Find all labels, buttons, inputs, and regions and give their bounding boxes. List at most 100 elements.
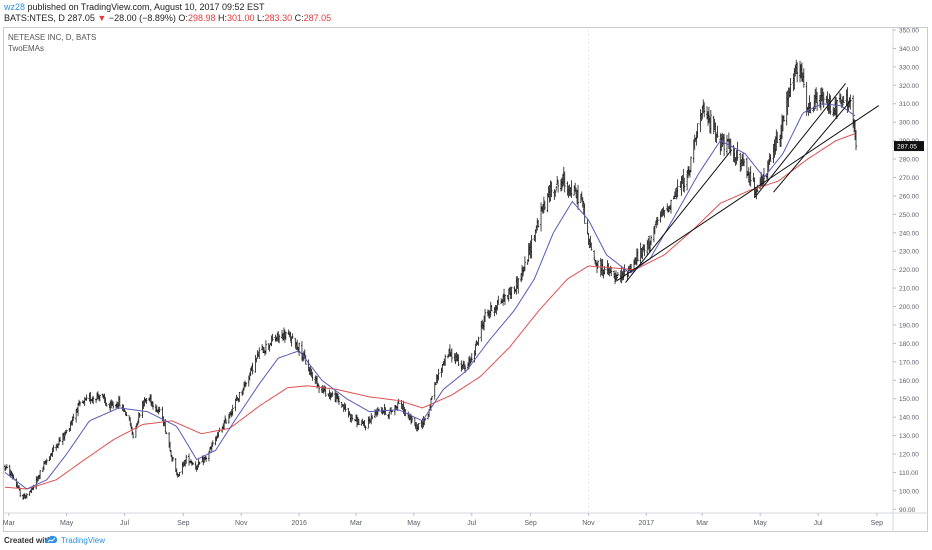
ohlc-bar [64,430,67,436]
ohlc-bar [198,461,201,465]
high-label: H: [217,13,227,23]
ohlc-bar [125,412,128,417]
ohlc-bar [5,464,8,469]
ohlc-bar [284,331,287,340]
ohlc-bar [616,271,619,277]
ohlc-bar [593,250,596,261]
down-arrow-icon: ▼ [97,13,107,23]
ohlc-bar [577,184,580,210]
y-tick-label: 260.00 [899,193,919,200]
y-tick-label: 320.00 [899,83,919,90]
trendline[interactable] [625,149,733,283]
trendline[interactable] [616,105,880,282]
ohlc-bar [45,458,48,465]
chart-legend: NETEASE INC, D, BATS TwoEMAs [8,32,96,54]
ohlc-bar [696,123,699,139]
ohlc-bar [450,348,453,363]
y-tick-label: 120.00 [899,452,919,459]
ohlc-bar [543,200,546,210]
ohlc-bar [271,333,274,342]
ohlc-bar [689,156,692,173]
ohlc-bar [590,242,593,251]
ohlc-bar [388,411,391,420]
ohlc-bar [522,266,524,277]
tradingview-brand[interactable]: TradingView [61,536,106,545]
ohlc-bar [816,91,819,111]
x-tick-label: Nov [235,520,248,527]
ohlc-bar [776,131,779,143]
ohlc-bar [683,177,686,193]
x-tick-label: Mar [350,520,363,527]
ohlc-bar [411,415,413,423]
ohlc-bar [676,179,679,198]
ema-slow-line [4,133,856,490]
publish-info: wz28 published on TradingView.com, Augus… [4,2,265,12]
x-tick-label: Sep [524,520,537,527]
y-tick-label: 110.00 [899,470,919,477]
y-tick-label: 330.00 [899,64,919,71]
price-chart[interactable]: 90.00 100.00 110.00 120.00 130.00 140.00 150.0… [3,27,928,532]
ohlc-bar [238,391,241,402]
ohlc-bar [234,398,237,412]
ohlc-bar [723,133,726,157]
y-tick-label: 250.00 [899,212,919,219]
x-tick-label: Jul [814,520,823,527]
ohlc-bar [92,395,95,405]
legend-indicator[interactable]: TwoEMAs [8,44,45,53]
ohlc-bar [430,396,433,400]
trendline[interactable] [773,99,852,193]
ohlc-bar [191,462,194,466]
ohlc-bar [749,166,752,187]
y-tick-label: 140.00 [899,415,919,422]
ohlc-bar [178,472,181,477]
y-tick-label: 310.00 [899,101,919,108]
tradingview-logo-icon [45,535,57,543]
ohlc-bar [650,235,653,246]
y-tick-label: 270.00 [899,175,919,182]
ohlc-bar [537,219,540,228]
x-tick-label: Jul [120,520,129,527]
ohlc-bar [244,382,247,387]
ohlc-bar [557,180,560,193]
y-tick-label: 340.00 [899,46,919,53]
ohlc-bar [19,487,22,497]
ohlc-bar [517,278,520,294]
ohlc-bar [264,340,267,355]
ohlc-bar [158,406,161,413]
ohlc-bar [510,286,513,300]
ohlc-bar [663,210,666,218]
x-tick-label: May [407,520,421,527]
chart-frame [3,27,928,532]
close-label: C: [294,13,304,23]
chart-header: wz28 published on TradingView.com, Augus… [0,0,932,26]
y-tick-label: 230.00 [899,249,919,256]
ohlc-bar [185,454,188,464]
ohlc-bar [364,425,367,431]
ohlc-bar [470,353,473,363]
ohlc-bar [796,62,799,83]
ohlc-bar [278,334,281,344]
ohlc-bar [337,396,340,405]
ohlc-bar [152,401,154,410]
ohlc-bar [331,391,334,397]
ohlc-bar [769,154,772,162]
ohlc-bar [636,248,639,262]
low-value: 283.30 [264,13,293,23]
y-tick-label: 350.00 [899,28,919,35]
ohlc-bar [417,422,420,430]
ohlc-bar [165,431,168,435]
created-with-text: Created with [4,536,53,545]
ohlc-bar [311,371,314,381]
ohlc-bar [716,125,719,138]
y-tick-label: 220.00 [899,267,919,274]
ohlc-bar [72,413,75,421]
trendline[interactable] [754,83,846,199]
y-tick-label: 150.00 [899,396,919,403]
ohlc-bar [842,95,845,104]
ohlc-bar [348,411,351,416]
ohlc-bar [497,295,500,305]
x-tick-label: May [60,520,74,527]
ohlc-bar [756,184,759,193]
x-tick-label: Sep [177,520,190,527]
author-link[interactable]: wz28 [4,2,26,12]
